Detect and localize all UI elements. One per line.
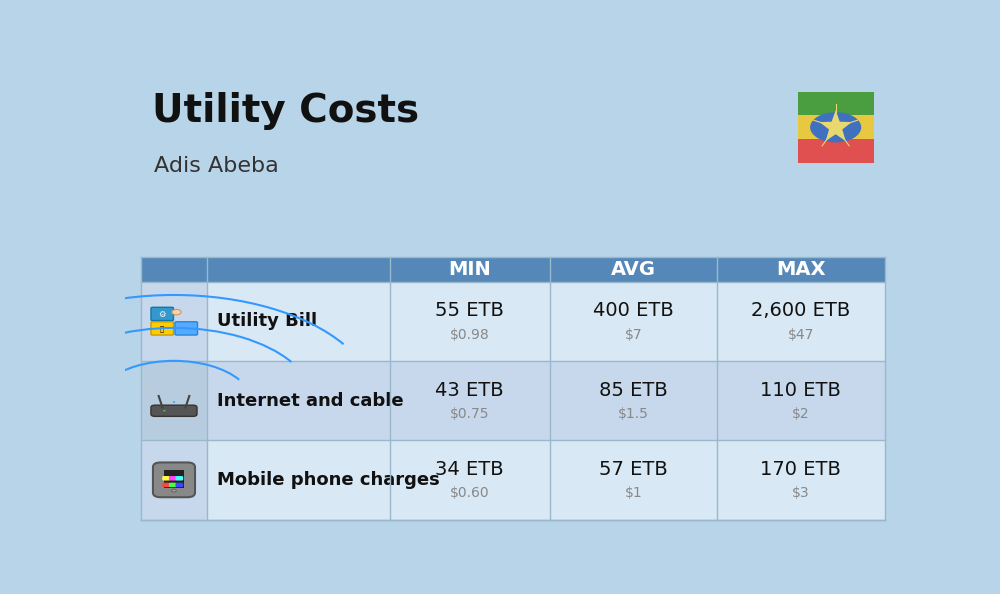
- Text: $0.75: $0.75: [450, 407, 489, 421]
- Text: ⚙: ⚙: [158, 309, 166, 318]
- Text: 2,600 ETB: 2,600 ETB: [751, 301, 850, 320]
- Text: $47: $47: [788, 328, 814, 342]
- Circle shape: [163, 410, 166, 412]
- Text: 85 ETB: 85 ETB: [599, 381, 668, 400]
- FancyBboxPatch shape: [798, 115, 874, 139]
- Circle shape: [173, 402, 175, 403]
- Text: AVG: AVG: [611, 260, 656, 279]
- Text: Utility Bill: Utility Bill: [217, 312, 317, 330]
- Polygon shape: [819, 110, 852, 141]
- Text: Internet and cable: Internet and cable: [217, 391, 403, 409]
- Text: 34 ETB: 34 ETB: [435, 460, 504, 479]
- FancyBboxPatch shape: [140, 257, 885, 282]
- Text: 400 ETB: 400 ETB: [593, 301, 674, 320]
- Text: 43 ETB: 43 ETB: [435, 381, 504, 400]
- Text: $3: $3: [792, 486, 810, 500]
- FancyBboxPatch shape: [140, 361, 885, 440]
- FancyBboxPatch shape: [176, 476, 183, 481]
- Text: 🔌: 🔌: [160, 325, 164, 331]
- Text: $7: $7: [625, 328, 642, 342]
- Text: $0.98: $0.98: [450, 328, 490, 342]
- Text: 55 ETB: 55 ETB: [435, 301, 504, 320]
- Circle shape: [810, 112, 861, 143]
- FancyBboxPatch shape: [151, 322, 173, 335]
- Text: $2: $2: [792, 407, 810, 421]
- FancyBboxPatch shape: [162, 483, 170, 487]
- Text: $1.5: $1.5: [618, 407, 649, 421]
- Text: $1: $1: [625, 486, 642, 500]
- Text: MAX: MAX: [776, 260, 826, 279]
- Text: MIN: MIN: [448, 260, 491, 279]
- FancyBboxPatch shape: [175, 322, 197, 335]
- FancyBboxPatch shape: [176, 483, 183, 487]
- FancyBboxPatch shape: [140, 282, 207, 361]
- Text: 170 ETB: 170 ETB: [760, 460, 841, 479]
- Text: Adis Abeba: Adis Abeba: [154, 156, 279, 176]
- FancyBboxPatch shape: [798, 139, 874, 163]
- FancyBboxPatch shape: [169, 483, 177, 487]
- Text: Mobile phone charges: Mobile phone charges: [217, 471, 440, 489]
- FancyBboxPatch shape: [140, 282, 885, 361]
- Circle shape: [172, 309, 181, 315]
- FancyBboxPatch shape: [151, 405, 197, 416]
- Text: 110 ETB: 110 ETB: [760, 381, 841, 400]
- Text: 57 ETB: 57 ETB: [599, 460, 668, 479]
- FancyBboxPatch shape: [140, 440, 885, 520]
- Circle shape: [172, 489, 176, 492]
- FancyBboxPatch shape: [140, 440, 207, 520]
- FancyBboxPatch shape: [153, 463, 195, 497]
- Text: $0.60: $0.60: [450, 486, 490, 500]
- FancyBboxPatch shape: [151, 307, 173, 321]
- FancyBboxPatch shape: [162, 476, 170, 481]
- FancyBboxPatch shape: [798, 92, 874, 115]
- Text: Utility Costs: Utility Costs: [152, 92, 419, 130]
- FancyBboxPatch shape: [164, 470, 184, 488]
- FancyBboxPatch shape: [169, 476, 177, 481]
- FancyBboxPatch shape: [140, 361, 207, 440]
